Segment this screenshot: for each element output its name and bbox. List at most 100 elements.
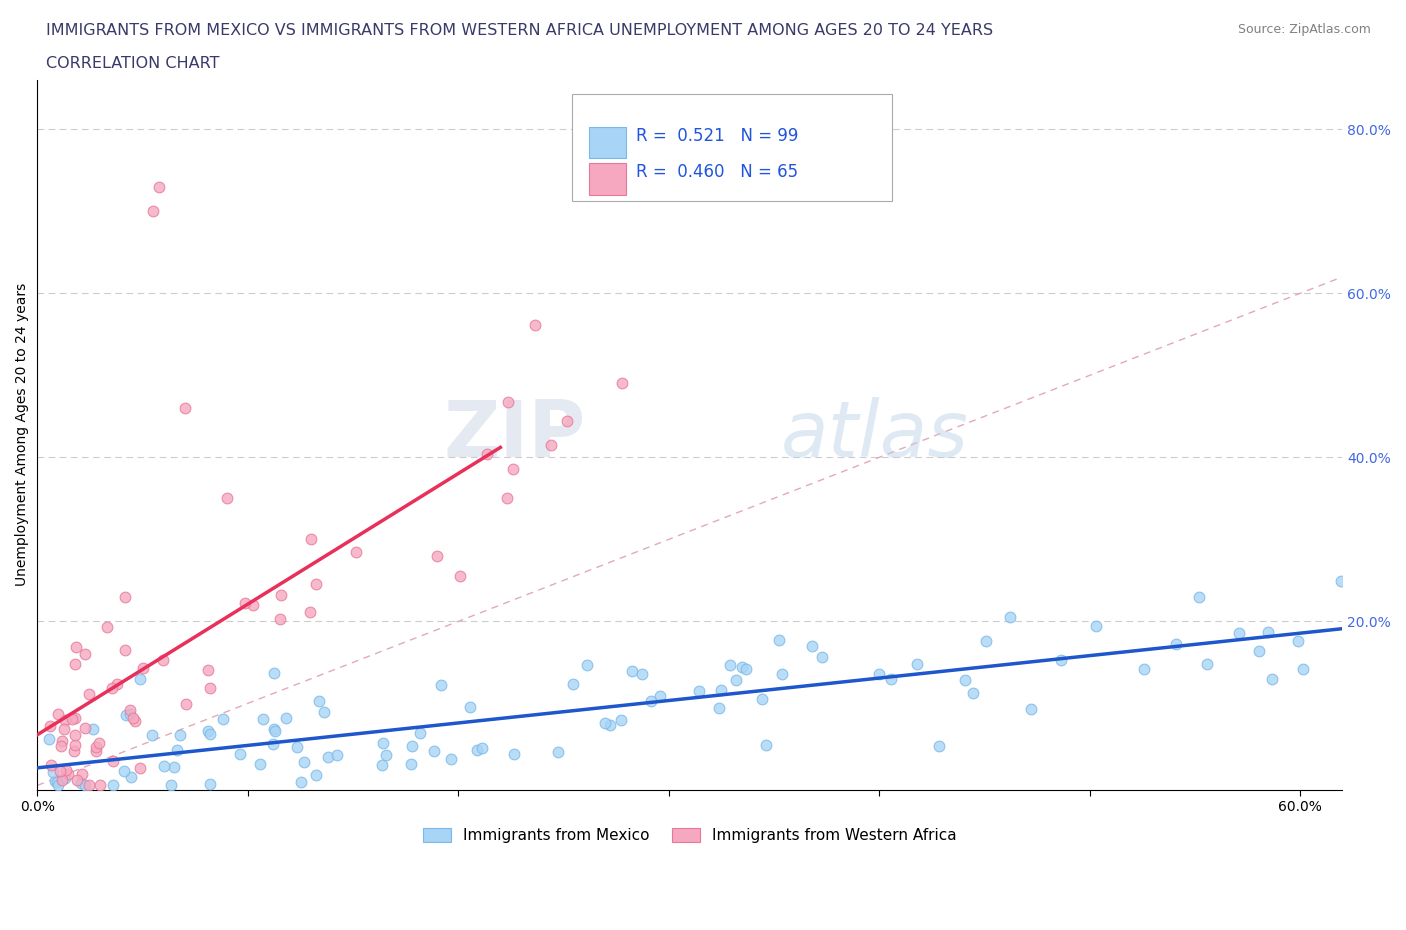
Point <box>152 759 174 774</box>
Point <box>344 544 367 559</box>
Point <box>707 700 730 715</box>
Point <box>163 760 186 775</box>
Point <box>1291 661 1313 676</box>
Point <box>118 707 141 722</box>
Point <box>114 643 136 658</box>
Point <box>142 204 165 219</box>
Point <box>458 699 481 714</box>
Point <box>128 761 150 776</box>
Text: CORRELATION CHART: CORRELATION CHART <box>46 56 219 71</box>
Point <box>561 676 583 691</box>
Point <box>49 738 72 753</box>
Point <box>290 775 312 790</box>
Point <box>575 658 598 672</box>
Point <box>87 735 110 750</box>
Point <box>112 764 135 778</box>
Point <box>169 728 191 743</box>
Point <box>401 738 423 753</box>
Point <box>430 677 453 692</box>
Point <box>66 772 89 787</box>
Point <box>55 763 77 777</box>
Point <box>308 693 330 708</box>
Point <box>46 706 69 721</box>
Point <box>89 778 111 793</box>
Point <box>174 697 197 711</box>
Point <box>75 646 97 661</box>
Point <box>285 739 308 754</box>
Point <box>449 568 471 583</box>
Point <box>212 711 235 726</box>
Point <box>928 738 950 753</box>
Point <box>96 619 118 634</box>
Point <box>371 757 394 772</box>
Point <box>503 747 526 762</box>
Point <box>114 590 136 604</box>
Point <box>465 743 488 758</box>
Point <box>1330 573 1353 588</box>
Text: Source: ZipAtlas.com: Source: ZipAtlas.com <box>1237 23 1371 36</box>
Point <box>198 726 221 741</box>
Point <box>440 751 463 766</box>
Point <box>399 757 422 772</box>
Point <box>263 666 285 681</box>
Point <box>63 657 86 671</box>
Point <box>1021 702 1043 717</box>
Point <box>141 728 163 743</box>
Text: ZIP: ZIP <box>443 397 585 472</box>
Point <box>197 662 219 677</box>
Point <box>148 179 170 194</box>
Point <box>56 767 79 782</box>
Point <box>263 722 285 737</box>
Point <box>252 711 274 726</box>
Point <box>772 667 794 682</box>
Point <box>198 776 221 790</box>
Point <box>70 766 93 781</box>
Point <box>688 684 710 698</box>
Point <box>540 437 562 452</box>
Point <box>422 744 444 759</box>
Y-axis label: Unemployment Among Ages 20 to 24 years: Unemployment Among Ages 20 to 24 years <box>15 283 30 587</box>
Legend: Immigrants from Mexico, Immigrants from Western Africa: Immigrants from Mexico, Immigrants from … <box>418 822 963 849</box>
Point <box>304 577 326 591</box>
Point <box>731 659 754 674</box>
Point <box>65 639 87 654</box>
Point <box>630 667 652 682</box>
Text: atlas: atlas <box>782 397 969 472</box>
FancyBboxPatch shape <box>589 164 626 195</box>
Point <box>768 632 790 647</box>
Point <box>1164 637 1187 652</box>
Point <box>39 757 62 772</box>
Point <box>1133 662 1156 677</box>
Point <box>270 588 292 603</box>
Point <box>124 713 146 728</box>
Point <box>868 667 890 682</box>
Point <box>70 776 93 790</box>
Point <box>63 737 86 752</box>
Point <box>524 317 547 332</box>
Point <box>962 685 984 700</box>
Point <box>1286 633 1309 648</box>
Point <box>82 722 104 737</box>
Point <box>122 711 145 725</box>
Point <box>374 748 396 763</box>
Point <box>86 739 108 754</box>
Point <box>724 673 747 688</box>
Point <box>1085 618 1108 633</box>
Point <box>197 724 219 738</box>
Point <box>316 750 339 764</box>
Point <box>755 737 778 752</box>
Point <box>974 633 997 648</box>
Point <box>426 549 449 564</box>
Point <box>249 756 271 771</box>
Point <box>60 711 83 726</box>
Point <box>953 672 976 687</box>
Point <box>42 764 65 779</box>
Point <box>63 744 86 759</box>
Point <box>905 657 928 671</box>
Point <box>105 676 128 691</box>
Point <box>166 742 188 757</box>
Point <box>274 711 297 725</box>
Point <box>1195 657 1218 671</box>
Point <box>471 741 494 756</box>
Point <box>1188 590 1211 604</box>
